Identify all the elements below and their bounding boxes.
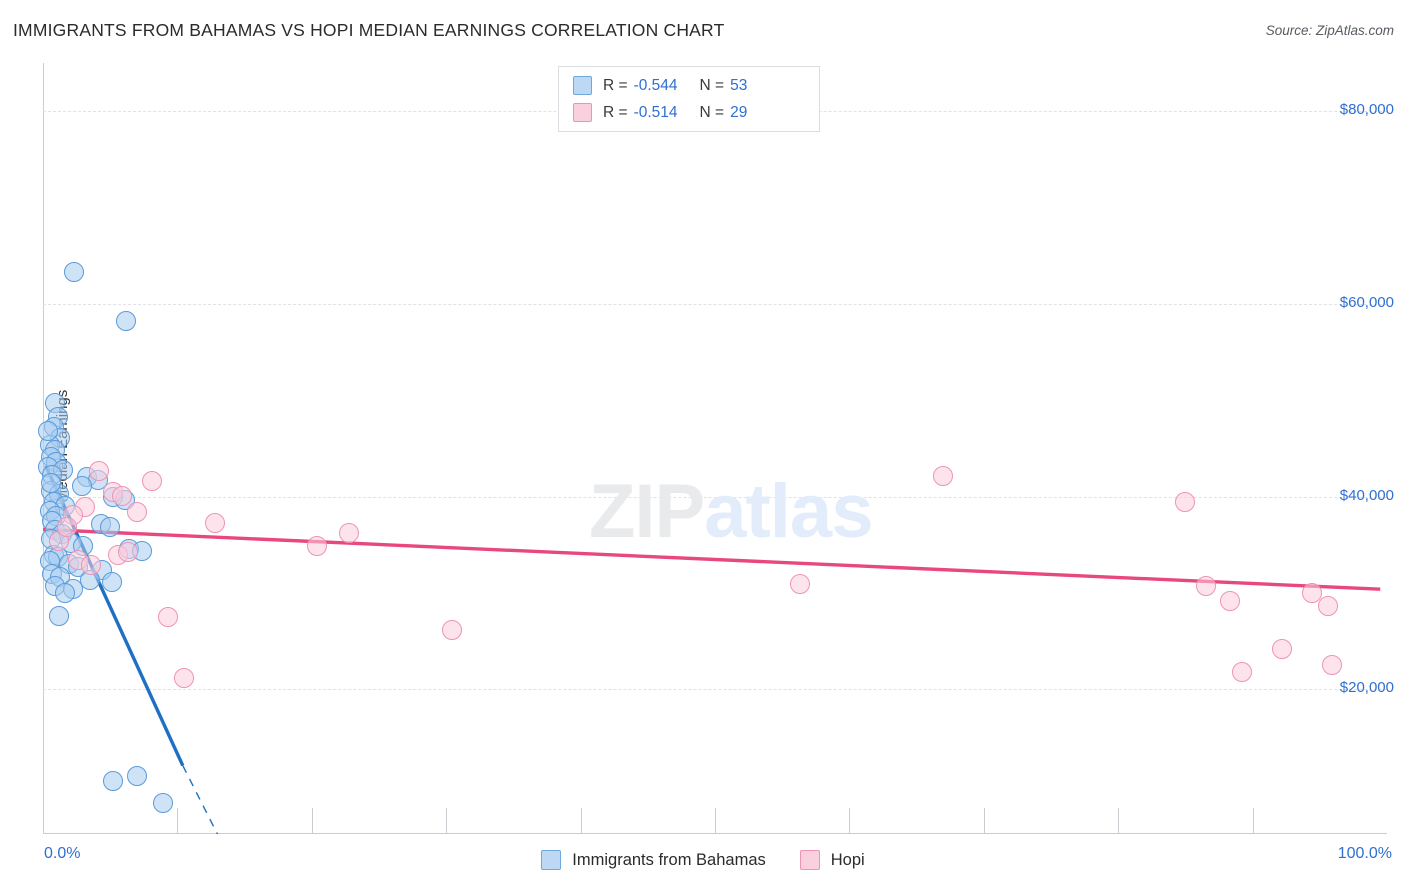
r-value-blue: -0.544 (633, 76, 678, 94)
legend-label-hopi: Hopi (830, 850, 865, 869)
trendline-dashed (182, 765, 219, 834)
series-swatch-pink (573, 103, 592, 122)
data-point[interactable] (205, 512, 226, 533)
legend-item-bahamas[interactable]: Immigrants from Bahamas (541, 850, 766, 870)
source-label: Source: ZipAtlas.com (1265, 23, 1394, 38)
data-point[interactable] (307, 535, 328, 556)
data-point[interactable] (49, 606, 70, 627)
x-tick (1118, 808, 1120, 834)
y-axis-tick-label: $80,000 (1339, 101, 1394, 119)
data-point[interactable] (157, 607, 178, 628)
x-axis-label-max: 100.0% (1337, 845, 1392, 862)
data-point[interactable] (102, 770, 123, 791)
legend-swatch-bahamas (541, 850, 562, 870)
legend-label-bahamas: Immigrants from Bahamas (572, 850, 766, 869)
y-axis-tick-label: $20,000 (1339, 679, 1394, 697)
gridline (43, 496, 1387, 498)
r-label-blue: R = (603, 76, 628, 94)
data-point[interactable] (1231, 662, 1252, 683)
x-tick (715, 808, 716, 834)
data-point[interactable] (112, 485, 133, 506)
x-tick (446, 808, 448, 834)
series-swatch-blue (573, 76, 592, 95)
n-value-blue: 53 (730, 76, 748, 94)
x-tick (177, 808, 179, 834)
data-point[interactable] (127, 502, 148, 523)
data-point[interactable] (152, 793, 173, 814)
series-legend: Immigrants from Bahamas Hopi (0, 850, 1406, 870)
data-point[interactable] (38, 421, 59, 442)
data-point[interactable] (127, 766, 148, 787)
data-point[interactable] (89, 460, 110, 481)
data-point[interactable] (1301, 583, 1322, 604)
legend-swatch-hopi (799, 850, 820, 870)
correlation-row: R = -0.544 N = 53 (573, 72, 805, 99)
r-value-pink: -0.514 (633, 103, 678, 121)
legend-item-hopi[interactable]: Hopi (799, 850, 865, 870)
data-point[interactable] (933, 466, 954, 487)
data-point[interactable] (81, 555, 102, 576)
gridline (43, 689, 1387, 691)
data-point[interactable] (1321, 655, 1342, 676)
data-point[interactable] (789, 574, 810, 595)
x-tick (580, 808, 582, 834)
page-title: IMMIGRANTS FROM BAHAMAS VS HOPI MEDIAN E… (13, 20, 725, 40)
data-point[interactable] (57, 516, 78, 537)
data-point[interactable] (54, 583, 75, 604)
data-point[interactable] (1195, 576, 1216, 597)
data-point[interactable] (1219, 590, 1240, 611)
gridline (43, 303, 1387, 305)
data-point[interactable] (71, 476, 92, 497)
data-point[interactable] (100, 516, 121, 537)
data-point[interactable] (441, 619, 462, 640)
data-point[interactable] (1272, 638, 1293, 659)
data-point[interactable] (101, 572, 122, 593)
n-label-pink: N = (699, 103, 725, 121)
data-point[interactable] (41, 473, 62, 494)
data-point[interactable] (63, 262, 84, 283)
data-point[interactable] (116, 311, 137, 332)
data-point[interactable] (1317, 595, 1338, 616)
data-point[interactable] (117, 541, 138, 562)
plot-area: ZIPatlas (38, 63, 1387, 834)
watermark: ZIPatlas (589, 468, 873, 555)
trendlines (43, 465, 1381, 834)
watermark-atlas: atlas (704, 469, 873, 554)
x-tick (1252, 808, 1254, 834)
x-tick (983, 808, 985, 834)
data-point[interactable] (1175, 492, 1196, 513)
watermark-zip: ZIP (589, 469, 705, 554)
r-label-pink: R = (603, 103, 628, 121)
y-axis-tick-label: $60,000 (1339, 293, 1394, 311)
data-point[interactable] (174, 667, 195, 688)
data-point[interactable] (339, 523, 360, 544)
x-tick (311, 808, 313, 834)
data-point[interactable] (141, 471, 162, 492)
x-tick (849, 808, 851, 834)
trendline-solid (43, 527, 1381, 591)
x-axis-label-min: 0.0% (44, 845, 81, 862)
correlation-row: R = -0.514 N = 29 (573, 99, 805, 126)
y-axis-tick-label: $40,000 (1339, 486, 1394, 504)
n-label-blue: N = (699, 76, 725, 94)
n-value-pink: 29 (730, 103, 748, 121)
correlation-legend: R = -0.544 N = 53 R = -0.514 N = 29 (558, 66, 820, 132)
